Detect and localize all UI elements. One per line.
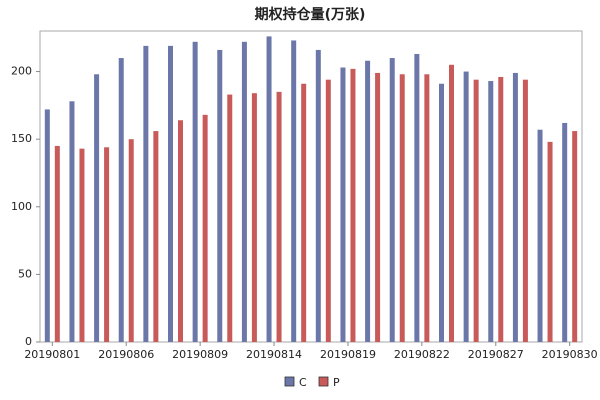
x-tick-label: 20190819 — [320, 348, 376, 361]
bar — [325, 79, 331, 343]
bar — [79, 148, 85, 342]
bar — [439, 83, 444, 343]
bar — [104, 147, 110, 342]
bar — [537, 129, 543, 342]
bar — [488, 81, 494, 343]
bar — [463, 71, 469, 342]
bar — [266, 36, 272, 343]
bar — [202, 114, 208, 343]
x-tick-label: 20190806 — [98, 348, 154, 361]
chart-title: 期权持仓量(万张) — [255, 6, 366, 23]
y-tick-label: 50 — [18, 267, 32, 280]
bar — [512, 72, 518, 342]
y-tick-label: 150 — [11, 132, 32, 145]
bar — [301, 83, 307, 343]
legend-swatch — [318, 376, 329, 387]
bar — [572, 131, 578, 342]
x-tick-label: 20190801 — [24, 348, 80, 361]
bar — [54, 145, 60, 342]
bar — [399, 74, 405, 342]
bar — [44, 109, 50, 342]
bar — [94, 74, 100, 342]
bar — [178, 120, 183, 343]
bar — [69, 101, 75, 342]
bar — [128, 139, 134, 342]
bar — [473, 79, 479, 343]
bar — [143, 45, 149, 343]
bar — [168, 45, 173, 343]
y-tick-label: 0 — [25, 335, 32, 348]
legend-label: P — [333, 376, 340, 389]
y-tick-label: 200 — [11, 65, 32, 78]
bar — [315, 49, 321, 343]
bar — [562, 122, 568, 343]
legend-swatch — [284, 376, 295, 387]
bar — [414, 53, 420, 342]
x-tick-label: 20190822 — [394, 348, 450, 361]
bar — [424, 74, 430, 342]
bar — [192, 41, 198, 343]
bar — [153, 131, 159, 342]
bar — [251, 93, 257, 342]
bar — [350, 68, 356, 342]
x-tick-label: 20190830 — [542, 348, 598, 361]
bar — [276, 91, 282, 342]
bar — [498, 76, 504, 343]
bar — [241, 41, 247, 343]
legend-label: C — [299, 376, 307, 389]
x-tick-label: 20190827 — [468, 348, 524, 361]
x-tick-label: 20190814 — [246, 348, 302, 361]
bar — [340, 67, 346, 342]
plot-frame — [39, 30, 583, 343]
bar — [547, 141, 553, 342]
bar — [227, 94, 233, 342]
bar — [375, 72, 381, 342]
y-tick-label: 100 — [11, 200, 32, 213]
bar — [365, 60, 371, 342]
bar — [118, 58, 124, 342]
bar — [389, 58, 395, 342]
bar — [291, 40, 297, 343]
bar — [217, 49, 223, 343]
x-tick-label: 20190809 — [172, 348, 228, 361]
bar — [449, 64, 454, 342]
bar — [522, 79, 528, 343]
